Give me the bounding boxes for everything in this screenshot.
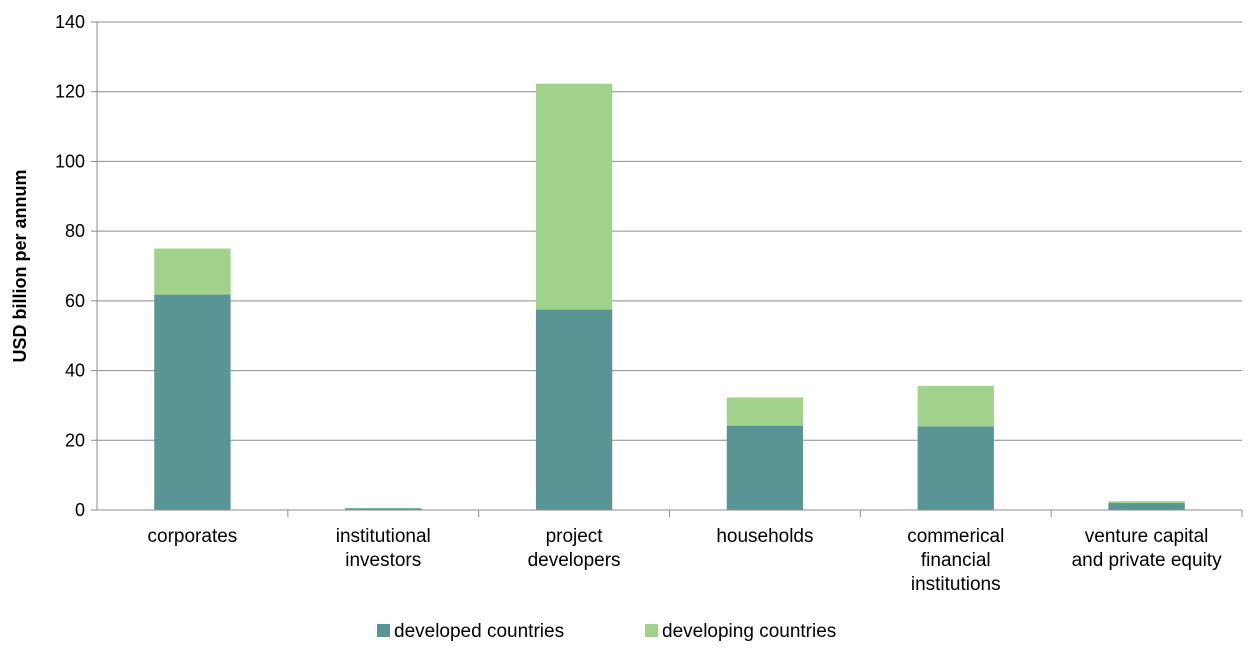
x-axis-labels: corporates institutional investors project d… — [148, 526, 1223, 595]
y-tick-label: 60 — [65, 291, 85, 311]
legend-label: developed countries — [394, 621, 564, 642]
bar-developed-countries-5 — [1108, 503, 1185, 510]
bar-developed-countries-0 — [154, 294, 231, 510]
bar-developing-countries-2 — [535, 83, 613, 310]
axes — [96, 22, 1243, 517]
x-category-label: commerical — [907, 526, 1004, 547]
x-category-label: and private equity — [1072, 550, 1222, 571]
bar-developing-countries-5 — [1108, 501, 1185, 504]
y-axis-title: USD billion per annum — [10, 169, 30, 362]
y-tick-label: 40 — [65, 361, 85, 381]
legend-swatch — [377, 624, 390, 637]
x-category-label: developers — [528, 550, 621, 571]
y-tick-label: 140 — [55, 12, 85, 32]
x-category-label: institutions — [911, 574, 1001, 595]
y-axis-ticks: 0 20 40 60 80 100 120 140 — [55, 12, 97, 520]
gridlines — [97, 21, 1242, 441]
bar-developing-countries-0 — [154, 248, 231, 295]
bar-developed-countries-1 — [345, 508, 422, 510]
x-category-label: households — [716, 526, 813, 547]
x-category-label: investors — [345, 550, 421, 571]
y-tick-label: 120 — [55, 82, 85, 102]
legend-label: developing countries — [662, 621, 836, 642]
legend: developed countries developing countries — [377, 621, 836, 642]
bar-developed-countries-4 — [917, 426, 994, 510]
x-category-label: financial — [921, 550, 991, 571]
bars — [154, 83, 1185, 510]
legend-swatch — [645, 624, 658, 637]
x-category-label: institutional — [336, 526, 431, 547]
y-tick-label: 20 — [65, 430, 85, 450]
x-category-label: project — [546, 526, 604, 547]
y-tick-label: 100 — [55, 151, 85, 171]
y-tick-label: 0 — [75, 500, 85, 520]
x-category-label: corporates — [148, 526, 238, 547]
y-tick-label: 80 — [65, 221, 85, 241]
bar-developed-countries-3 — [726, 425, 804, 510]
bar-developed-countries-2 — [535, 309, 613, 510]
bar-developing-countries-3 — [726, 397, 804, 426]
x-category-label: venture capital — [1085, 526, 1209, 547]
bar-developing-countries-4 — [917, 385, 994, 427]
